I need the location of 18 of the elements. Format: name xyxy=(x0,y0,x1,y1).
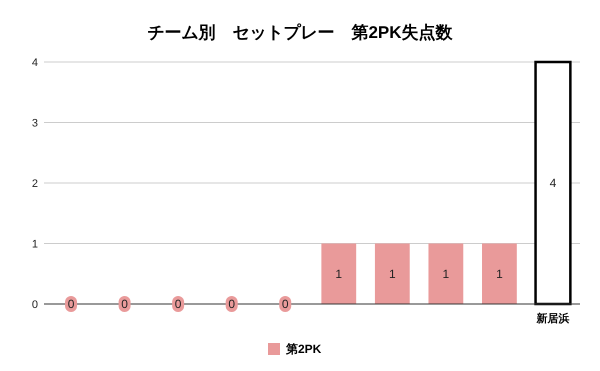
data-label: 0 xyxy=(68,297,75,312)
chart-title: チーム別 セットプレー 第2PK失点数 xyxy=(147,23,454,42)
y-tick-label: 3 xyxy=(32,117,38,130)
legend-label: 第2PK xyxy=(285,342,322,356)
data-label: 4 xyxy=(550,176,557,190)
y-tick-label: 1 xyxy=(32,238,38,250)
data-label: 0 xyxy=(174,297,182,312)
data-label: 0 xyxy=(282,297,289,312)
y-tick-label: 2 xyxy=(32,178,38,190)
data-label: 0 xyxy=(228,297,236,312)
y-tick-label: 4 xyxy=(32,56,38,69)
data-label: 1 xyxy=(388,266,396,281)
y-tick-label: 0 xyxy=(32,298,38,311)
data-label: 1 xyxy=(496,266,504,281)
data-label: 1 xyxy=(442,266,450,281)
x-tick-label: 新居浜 xyxy=(535,312,570,325)
data-label: 0 xyxy=(121,297,128,312)
data-label: 1 xyxy=(335,266,342,281)
